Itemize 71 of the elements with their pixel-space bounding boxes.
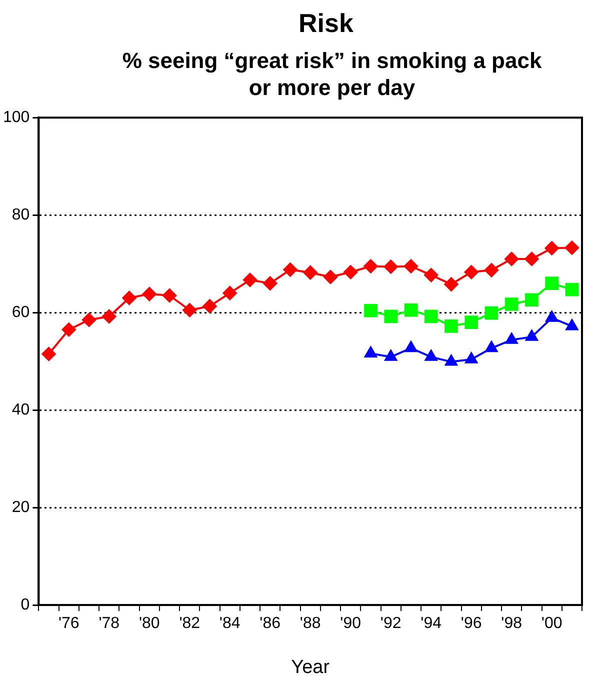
y-tick-label: 0 <box>20 596 30 614</box>
point <box>142 287 156 302</box>
point <box>526 330 538 341</box>
point <box>464 316 478 329</box>
point <box>162 288 176 302</box>
point <box>364 346 377 358</box>
point <box>484 306 498 320</box>
point <box>504 252 519 266</box>
chart-title: Risk <box>298 7 354 39</box>
x-axis-title: Year <box>291 656 330 678</box>
point <box>504 298 518 311</box>
x-tick-label: '76 <box>58 615 80 632</box>
point <box>404 259 418 274</box>
point <box>222 286 237 300</box>
point <box>544 241 559 256</box>
point <box>384 350 398 361</box>
point <box>424 310 438 324</box>
y-tick-label: 20 <box>12 498 30 516</box>
chart-subtitle: % seeing “great risk” in smoking a pack or more per day <box>121 47 543 101</box>
x-tick-label: '78 <box>98 615 120 632</box>
point <box>364 304 378 318</box>
point <box>404 341 418 352</box>
point <box>505 332 518 344</box>
point <box>566 319 578 330</box>
point <box>444 320 458 333</box>
point <box>424 350 438 361</box>
point <box>344 265 358 280</box>
point <box>424 268 438 282</box>
x-tick-label: '82 <box>179 615 200 632</box>
point <box>283 262 298 277</box>
point <box>62 322 76 337</box>
point <box>384 310 398 324</box>
point <box>364 259 378 274</box>
point <box>323 270 338 284</box>
point <box>525 293 538 307</box>
x-tick-label: '86 <box>260 615 281 632</box>
y-tick-label: 100 <box>2 109 30 126</box>
point <box>444 277 458 292</box>
x-tick-label: '94 <box>420 615 442 632</box>
point <box>202 299 217 314</box>
point <box>524 252 539 266</box>
point <box>42 346 56 361</box>
point <box>263 276 278 290</box>
y-tick-label: 40 <box>12 401 30 418</box>
x-tick-label: '00 <box>541 615 562 632</box>
point <box>484 263 498 278</box>
point <box>545 276 558 290</box>
point <box>485 341 498 352</box>
y-tick-label: 80 <box>12 206 30 224</box>
point <box>182 303 197 318</box>
point <box>404 303 418 317</box>
point <box>122 290 136 305</box>
point <box>465 352 478 364</box>
point <box>546 310 558 322</box>
y-tick-label: 60 <box>12 304 30 321</box>
point <box>564 240 579 255</box>
point <box>102 309 116 324</box>
x-tick-label: '84 <box>219 615 240 632</box>
point <box>384 260 398 274</box>
point <box>303 266 318 280</box>
point <box>445 354 458 366</box>
x-tick-label: '96 <box>460 615 482 632</box>
point <box>464 265 478 280</box>
x-tick-label: '92 <box>380 615 402 632</box>
x-tick-label: '80 <box>138 615 160 632</box>
x-tick-label: '98 <box>501 615 522 632</box>
point <box>82 312 96 327</box>
x-tick-label: '90 <box>340 615 362 632</box>
point <box>565 282 579 296</box>
x-tick-label: '88 <box>300 615 321 632</box>
point <box>242 272 257 287</box>
